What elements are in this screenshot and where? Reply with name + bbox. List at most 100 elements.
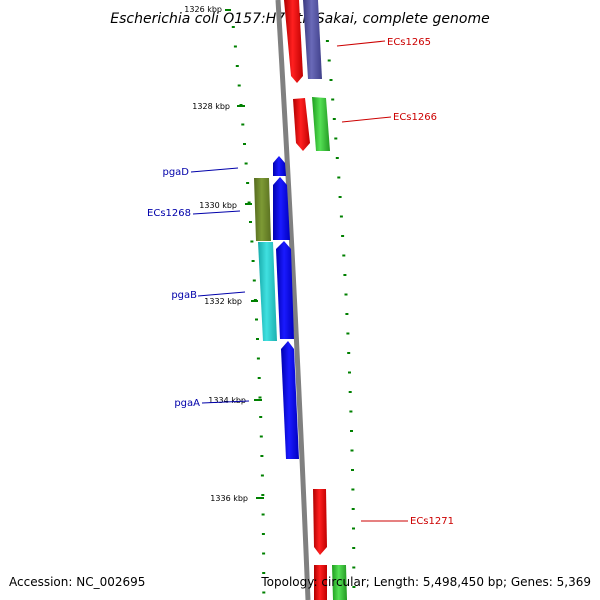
minor-tick [344, 293, 348, 296]
label-pgaA[interactable]: pgaA [174, 398, 200, 409]
gene-pgaC[interactable] [273, 177, 290, 240]
minor-tick [241, 123, 245, 126]
minor-tick [261, 494, 265, 496]
minor-tick [329, 79, 333, 81]
major-tick-1330 [245, 203, 252, 205]
kbp-label-1334: 1334 kbp [208, 396, 246, 405]
tick-marks [231, 26, 356, 594]
gene-ECs1271[interactable] [313, 489, 327, 555]
minor-tick [335, 157, 339, 159]
major-tick-1336 [256, 497, 264, 499]
minor-tick [347, 352, 351, 354]
minor-tick [259, 416, 263, 418]
leader-ECs1266 [341, 116, 392, 123]
ruler-labels: 1326 kbp 1328 kbp 1330 kbp 1332 kbp 1334… [184, 5, 264, 503]
leader-pgaA [201, 400, 250, 404]
gene-ECs1264[interactable] [284, 0, 303, 83]
major-tick-1332 [251, 300, 258, 302]
label-ECs1266[interactable]: ECs1266 [393, 112, 437, 123]
kbp-label-1326: 1326 kbp [184, 5, 222, 14]
minor-tick [342, 254, 346, 257]
kbp-label-1336: 1336 kbp [210, 494, 248, 503]
minor-tick [261, 513, 265, 516]
gene-ECs1272[interactable] [332, 565, 347, 600]
minor-tick [350, 430, 353, 432]
minor-tick [258, 396, 262, 399]
gene-pgaB[interactable] [276, 241, 294, 339]
gene-ECs1272-red[interactable] [314, 565, 327, 600]
minor-tick [262, 552, 266, 555]
minor-tick [334, 137, 338, 140]
label-ECs1265[interactable]: ECs1265 [387, 37, 431, 48]
minor-tick [233, 45, 237, 48]
gene-ECs1265[interactable] [303, 0, 322, 79]
major-tick-1328 [237, 105, 245, 107]
minor-tick [338, 196, 342, 198]
minor-tick [349, 410, 353, 413]
minor-tick [332, 118, 336, 120]
minor-tick [348, 371, 351, 374]
genome-summary-text: Topology: circular; Length: 5,498,450 bp… [260, 575, 591, 589]
minor-tick [243, 143, 246, 145]
minor-tick [257, 377, 261, 379]
major-tick-1326 [225, 9, 231, 11]
genome-backbone [275, 0, 311, 600]
minor-tick [244, 162, 248, 165]
minor-tick [343, 274, 347, 276]
minor-tick [350, 449, 354, 452]
accession-text: Accession: NC_002695 [9, 575, 145, 589]
minor-tick [255, 318, 258, 321]
minor-tick [260, 474, 264, 477]
leader-ECs1265 [336, 40, 386, 47]
major-tick-1334 [254, 399, 262, 401]
minor-tick [251, 260, 255, 262]
minor-tick [331, 98, 335, 101]
label-ECs1271[interactable]: ECs1271 [410, 516, 454, 527]
minor-tick [352, 586, 356, 588]
minor-tick [249, 221, 252, 223]
minor-tick [327, 59, 331, 62]
minor-tick [352, 547, 356, 549]
minor-tick [348, 391, 352, 393]
minor-tick [325, 40, 329, 42]
gene-ECs1266[interactable] [312, 97, 330, 151]
gene-labels: ECs1265 ECs1266 pgaD ECs1268 pgaB pgaA E… [147, 37, 454, 527]
gene-ECs1268[interactable] [254, 178, 271, 241]
minor-tick [261, 533, 265, 535]
minor-tick [351, 469, 354, 471]
minor-tick [231, 26, 235, 28]
leader-ECs1268 [192, 210, 241, 215]
minor-tick [262, 572, 266, 574]
minor-tick [337, 176, 341, 179]
label-pgaD[interactable]: pgaD [162, 167, 189, 178]
minor-tick [250, 240, 254, 243]
minor-tick [237, 84, 241, 87]
gene-pgaD[interactable] [273, 156, 286, 176]
minor-tick [247, 201, 251, 204]
minor-tick [351, 488, 355, 491]
gene-pgaA[interactable] [281, 341, 299, 459]
minor-tick [262, 591, 266, 594]
kbp-label-1332: 1332 kbp [204, 297, 242, 306]
minor-tick [246, 182, 250, 184]
gene-ECs1266-red[interactable] [293, 98, 310, 151]
gene-pgaB-cyan[interactable] [258, 242, 277, 341]
minor-tick [260, 455, 264, 457]
label-pgaB[interactable]: pgaB [171, 290, 197, 301]
minor-tick [352, 527, 355, 530]
minor-tick [352, 566, 356, 569]
minor-tick [351, 508, 355, 510]
reverse-strand-genes [254, 156, 299, 459]
forward-strand-genes [284, 0, 347, 600]
minor-tick [345, 313, 349, 315]
leader-pgaD [190, 167, 239, 173]
minor-tick [346, 332, 350, 335]
minor-tick [252, 279, 256, 282]
label-ECs1268[interactable]: ECs1268 [147, 208, 191, 219]
minor-tick [256, 357, 260, 360]
minor-tick [259, 435, 263, 438]
minor-tick [341, 235, 345, 237]
kbp-label-1328: 1328 kbp [192, 102, 230, 111]
minor-tick [235, 65, 239, 67]
